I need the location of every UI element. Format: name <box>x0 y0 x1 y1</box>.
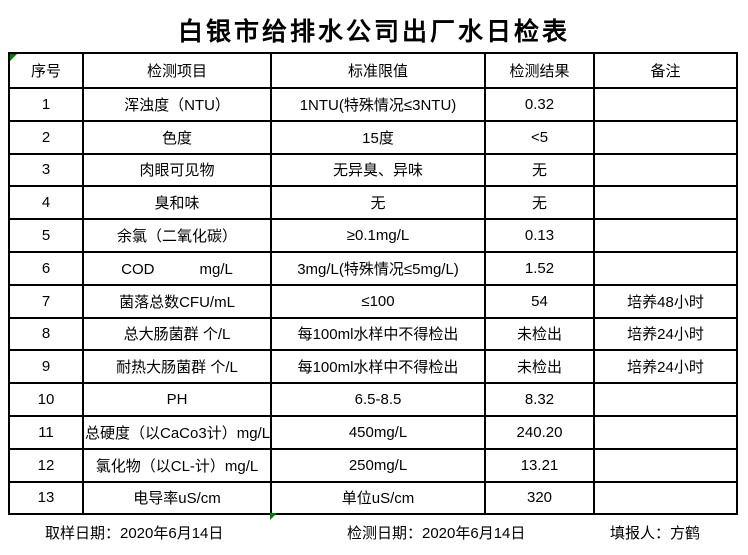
row-no-cell: 7 <box>8 283 84 319</box>
note-cell <box>593 185 738 221</box>
row-no-cell: 2 <box>8 119 84 155</box>
header-result: 检测结果 <box>484 52 595 89</box>
limit-cell: 每100ml水样中不得检出 <box>270 349 486 385</box>
item-cell: 耐热大肠菌群 个/L <box>82 349 272 385</box>
row-no-cell: 13 <box>8 480 84 516</box>
result-cell: 54 <box>484 283 595 319</box>
inspection-table: 序号 检测项目 标准限值 检测结果 备注 1 浑浊度（NTU） 1NTU(特殊情… <box>8 52 738 516</box>
limit-cell: 250mg/L <box>270 447 486 483</box>
limit-cell: 450mg/L <box>270 414 486 450</box>
note-cell: 培养24小时 <box>593 316 738 352</box>
cell-error-marker-icon <box>10 54 17 61</box>
row-no-cell: 11 <box>8 414 84 450</box>
item-cell: 电导率uS/cm <box>82 480 272 516</box>
item-cell: 色度 <box>82 119 272 155</box>
result-cell: <5 <box>484 119 595 155</box>
table-row: 8 总大肠菌群 个/L 每100ml水样中不得检出 未检出 培养24小时 <box>8 316 738 352</box>
item-cell: 肉眼可见物 <box>82 152 272 188</box>
header-limit: 标准限值 <box>270 52 486 89</box>
note-cell: 培养48小时 <box>593 283 738 319</box>
row-no-cell: 12 <box>8 447 84 483</box>
limit-cell: 单位uS/cm <box>270 480 486 516</box>
item-cell: COD mg/L <box>82 250 272 286</box>
table-row: 4 臭和味 无 无 <box>8 185 738 221</box>
limit-cell: 6.5-8.5 <box>270 382 486 417</box>
row-no-cell: 10 <box>8 382 84 417</box>
result-cell: 0.32 <box>484 87 595 122</box>
result-cell: 240.20 <box>484 414 595 450</box>
note-cell <box>593 152 738 188</box>
result-cell: 13.21 <box>484 447 595 483</box>
limit-cell: ≤100 <box>270 283 486 319</box>
limit-cell: 无异臭、异味 <box>270 152 486 188</box>
result-cell: 无 <box>484 185 595 221</box>
result-cell: 0.13 <box>484 218 595 253</box>
row-no-cell: 9 <box>8 349 84 385</box>
footer: 取样日期：2020年6月14日 检测日期：2020年6月14日 填报人：方鹤 <box>0 520 748 544</box>
row-no-cell: 1 <box>8 87 84 122</box>
header-note: 备注 <box>593 52 738 89</box>
table-row: 3 肉眼可见物 无异臭、异味 无 <box>8 152 738 188</box>
table-row: 5 余氯（二氧化碳） ≥0.1mg/L 0.13 <box>8 218 738 253</box>
limit-cell: ≥0.1mg/L <box>270 218 486 253</box>
limit-cell: 3mg/L(特殊情况≤5mg/L) <box>270 250 486 286</box>
table-row: 6 COD mg/L 3mg/L(特殊情况≤5mg/L) 1.52 <box>8 250 738 286</box>
note-cell <box>593 447 738 483</box>
row-no-cell: 3 <box>8 152 84 188</box>
item-cell: 总大肠菌群 个/L <box>82 316 272 352</box>
page-title: 白银市给排水公司出厂水日检表 <box>177 18 570 46</box>
result-cell: 8.32 <box>484 382 595 417</box>
header-row: 序号 检测项目 标准限值 检测结果 备注 <box>8 52 738 89</box>
row-no-cell: 6 <box>8 250 84 286</box>
note-cell <box>593 218 738 253</box>
item-cell: 菌落总数CFU/mL <box>82 283 272 319</box>
table-row: 1 浑浊度（NTU） 1NTU(特殊情况≤3NTU) 0.32 <box>8 87 738 122</box>
table-row: 9 耐热大肠菌群 个/L 每100ml水样中不得检出 未检出 培养24小时 <box>8 349 738 385</box>
note-cell: 培养24小时 <box>593 349 738 385</box>
item-cell: 臭和味 <box>82 185 272 221</box>
table-row: 13 电导率uS/cm 单位uS/cm 320 <box>8 480 738 516</box>
table-row: 11 总硬度（以CaCo3计）mg/L 450mg/L 240.20 <box>8 414 738 450</box>
limit-cell: 1NTU(特殊情况≤3NTU) <box>270 87 486 122</box>
result-cell: 1.52 <box>484 250 595 286</box>
note-cell <box>593 87 738 122</box>
row-no-cell: 8 <box>8 316 84 352</box>
limit-cell: 15度 <box>270 119 486 155</box>
item-cell: PH <box>82 382 272 417</box>
sampling-date-label: 取样日期：2020年6月14日 <box>45 525 224 542</box>
table-row: 7 菌落总数CFU/mL ≤100 54 培养48小时 <box>8 283 738 319</box>
row-no-cell: 4 <box>8 185 84 221</box>
result-cell: 未检出 <box>484 316 595 352</box>
item-cell: 余氯（二氧化碳） <box>82 218 272 253</box>
note-cell <box>593 414 738 450</box>
note-cell <box>593 119 738 155</box>
table-row: 12 氯化物（以CL-计）mg/L 250mg/L 13.21 <box>8 447 738 483</box>
table-row: 10 PH 6.5-8.5 8.32 <box>8 382 738 417</box>
cell-marker-icon <box>270 513 277 520</box>
item-cell: 浑浊度（NTU） <box>82 87 272 122</box>
header-item: 检测项目 <box>82 52 272 89</box>
result-cell: 320 <box>484 480 595 516</box>
note-cell <box>593 480 738 516</box>
limit-cell: 无 <box>270 185 486 221</box>
item-cell: 氯化物（以CL-计）mg/L <box>82 447 272 483</box>
test-date-label: 检测日期：2020年6月14日 <box>347 525 526 542</box>
note-cell <box>593 382 738 417</box>
result-cell: 未检出 <box>484 349 595 385</box>
limit-cell: 每100ml水样中不得检出 <box>270 316 486 352</box>
row-no-cell: 5 <box>8 218 84 253</box>
header-no: 序号 <box>8 52 84 89</box>
table-row: 2 色度 15度 <5 <box>8 119 738 155</box>
result-cell: 无 <box>484 152 595 188</box>
reporter-label: 填报人：方鹤 <box>610 525 701 542</box>
note-cell <box>593 250 738 286</box>
item-cell: 总硬度（以CaCo3计）mg/L <box>82 414 272 450</box>
